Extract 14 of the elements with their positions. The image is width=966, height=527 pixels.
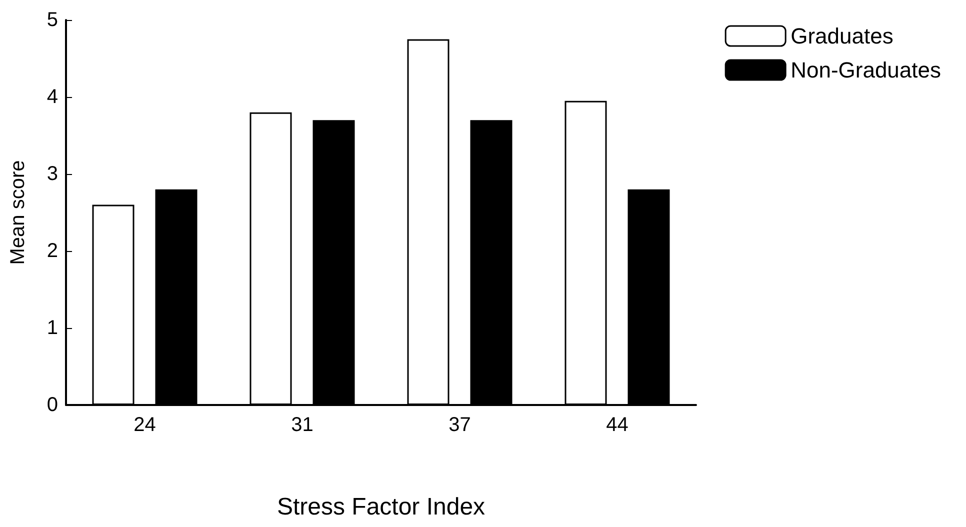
y-tick-label: 4 <box>46 86 58 108</box>
y-tick-label: 3 <box>46 163 58 185</box>
x-axis-title: Stress Factor Index <box>276 494 486 520</box>
x-tick-label: 31 <box>291 414 314 436</box>
y-tick-label: 5 <box>46 9 58 31</box>
y-tick-label: 2 <box>46 240 58 262</box>
y-tick-label: 1 <box>46 317 58 339</box>
x-tick-label: 37 <box>448 414 471 436</box>
x-tick-label: 44 <box>606 414 628 436</box>
legend-label: Non-Graduates <box>790 58 942 82</box>
y-tick-label: 0 <box>46 394 58 416</box>
x-tick-label: 24 <box>134 414 156 436</box>
legend-label: Graduates <box>790 24 894 48</box>
y-axis-title: Mean score <box>7 160 29 265</box>
